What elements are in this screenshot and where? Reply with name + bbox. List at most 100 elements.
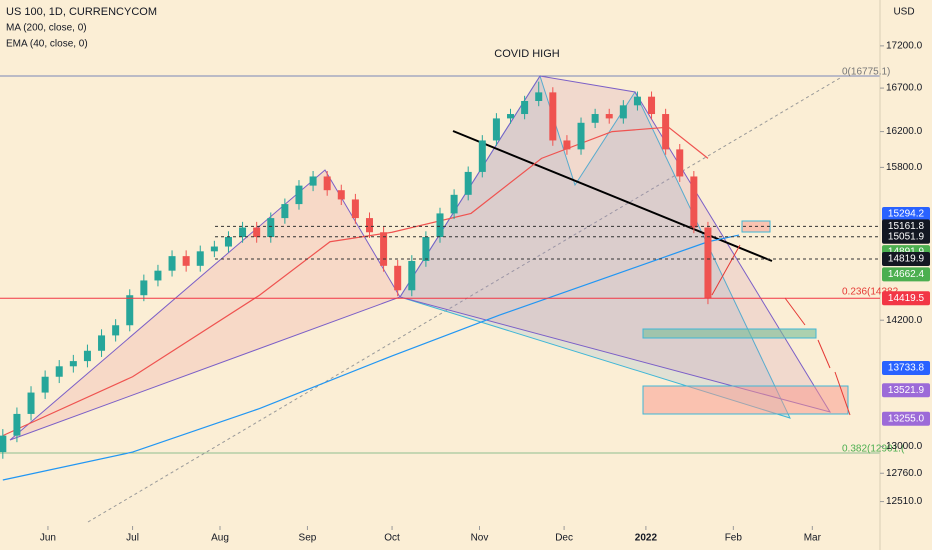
candle-body: [267, 218, 275, 237]
x-tick-label: Oct: [384, 533, 400, 544]
candle-body: [210, 246, 218, 252]
arrow: [711, 244, 741, 296]
candle-body: [478, 140, 486, 172]
x-tick-label: Jun: [40, 533, 56, 544]
candle-body: [295, 185, 303, 205]
price-tag-label: 15051.9: [888, 231, 925, 242]
indicator-label: MA (200, close, 0): [6, 23, 87, 34]
moving-average: [2, 126, 709, 437]
candle-body: [253, 227, 261, 237]
candle-body: [704, 227, 712, 299]
candle-body: [126, 295, 134, 326]
candle-body: [309, 176, 317, 186]
symbol-title: US 100, 1D, CURRENCYCOM: [6, 6, 157, 18]
candle-body: [662, 114, 670, 150]
candle-body: [0, 435, 7, 453]
price-tag: [882, 267, 930, 282]
candle-body: [351, 199, 359, 219]
currency: USD: [893, 7, 914, 18]
y-tick-label: 12510.0: [886, 496, 923, 507]
price-tag-label: 15161.8: [888, 221, 925, 232]
price-tag-label: 14662.4: [888, 269, 925, 280]
candle-body: [365, 218, 373, 233]
candle-body: [676, 149, 684, 177]
price-tag-label: 14819.9: [888, 254, 925, 265]
candle-body: [83, 350, 91, 362]
arrow: [817, 339, 831, 369]
candle-body: [591, 114, 599, 123]
x-tick-label: Feb: [725, 533, 743, 544]
indicator-label: EMA (40, close, 0): [6, 39, 88, 50]
pattern-left: [9, 169, 401, 441]
candle-body: [182, 256, 190, 266]
candle-body: [648, 96, 656, 115]
y-tick-label: 16700.0: [886, 83, 923, 94]
candle-body: [422, 236, 430, 261]
price-tag: [882, 206, 930, 221]
candle-body: [535, 92, 543, 102]
candle-body: [55, 366, 63, 377]
candle-body: [140, 280, 148, 296]
candle-body: [577, 122, 585, 150]
candle-body: [521, 101, 529, 115]
arrow: [784, 297, 806, 326]
pattern-purple: [399, 75, 832, 413]
candle-body: [281, 204, 289, 219]
price-tag: [882, 411, 930, 426]
x-tick-label: Aug: [211, 533, 229, 544]
y-tick-label: 17200.0: [886, 41, 923, 52]
price-tag: [882, 291, 930, 306]
candle-body: [69, 361, 77, 367]
candle-body: [633, 96, 641, 106]
y-tick-label: 12760.0: [886, 468, 923, 479]
price-tag-label: 13733.8: [888, 363, 925, 374]
candle-body: [337, 190, 345, 200]
price-tag-label: 13521.9: [888, 385, 925, 396]
x-tick-label: Jul: [126, 533, 139, 544]
price-tag: [882, 252, 930, 267]
candle-body: [239, 227, 247, 237]
fib-diagonal: [87, 77, 841, 523]
candle-body: [450, 194, 458, 214]
zone-box: [642, 385, 849, 415]
candle-body: [196, 251, 204, 266]
candle-body: [549, 92, 557, 141]
candle-body: [224, 236, 232, 247]
candle-body: [605, 114, 613, 119]
candle-body: [690, 176, 698, 228]
candle-body: [408, 260, 416, 291]
annotation: 0.236(14382.: [842, 287, 901, 298]
arrow: [834, 371, 851, 416]
y-tick-label: 15800.0: [886, 162, 923, 173]
candle-body: [112, 325, 120, 336]
price-tag: [882, 360, 930, 375]
drawings: [0, 74, 880, 523]
candle-body: [436, 213, 444, 237]
candle-body: [41, 376, 49, 393]
annotation: COVID HIGH: [494, 48, 559, 60]
annotation: 0(16775.1): [842, 67, 890, 78]
y-tick-label: 13000.0: [886, 441, 923, 452]
candle-body: [13, 413, 21, 436]
price-tag: [882, 229, 930, 244]
candle-body: [98, 335, 106, 351]
annotation: 0.382(12901.(: [842, 444, 905, 455]
candle-body: [563, 140, 571, 150]
x-tick-label: Mar: [804, 533, 822, 544]
candle-body: [154, 270, 162, 281]
x-tick-label: Nov: [471, 533, 489, 544]
candle-body: [492, 118, 500, 141]
price-tag-label: 13255.0: [888, 413, 925, 424]
moving-average: [2, 234, 740, 481]
y-tick-label: 14200.0: [886, 315, 923, 326]
candle-body: [394, 265, 402, 291]
price-tag: [882, 383, 930, 398]
candle-body: [619, 105, 627, 119]
candle-body: [168, 256, 176, 271]
candle-body: [507, 114, 515, 119]
x-tick-label: Dec: [555, 533, 573, 544]
candle-body: [27, 392, 35, 414]
candle-body: [380, 232, 388, 266]
candle-body: [323, 176, 331, 191]
